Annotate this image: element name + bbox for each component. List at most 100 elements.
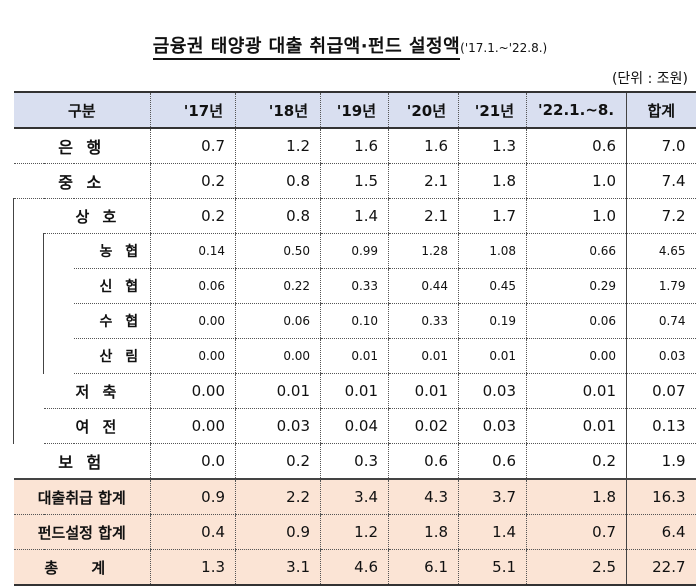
column-header: '19년 [320,91,389,129]
value-cell: 4.3 [388,478,459,515]
value-cell: 7.0 [626,128,696,164]
value-cell: 0.13 [626,408,696,444]
value-cell: 0.00 [150,338,236,374]
value-cell: 0.03 [235,408,321,444]
indent-spacer [43,268,74,304]
value-cell: 6.4 [626,514,696,550]
value-cell: 1.8 [458,163,527,199]
indent-spacer [43,338,74,374]
value-cell: 3.1 [235,549,321,586]
indent-spacer [13,303,44,339]
page-title: 금융권 태양광 대출 취급액·펀드 설정액('17.1.~'22.8.) [0,32,700,60]
indent-spacer [13,373,44,409]
value-cell: 1.3 [150,549,236,586]
table-row-credit: 여 전 0.00 0.03 0.04 0.02 0.03 0.01 0.13 [13,408,696,444]
value-cell: 0.3 [320,443,389,480]
value-cell: 1.5 [320,163,389,199]
value-cell: 2.1 [388,198,459,234]
table-row-savings: 저 축 0.00 0.01 0.01 0.01 0.03 0.01 0.07 [13,373,696,409]
value-cell: 1.8 [388,514,459,550]
value-cell: 0.22 [235,268,321,304]
table-row-nonghyup: 농 협 0.14 0.50 0.99 1.28 1.08 0.66 4.65 [13,233,696,269]
value-cell: 0.33 [388,303,459,339]
row-label: 은 행 [13,128,151,164]
value-cell: 0.01 [458,338,527,374]
value-cell: 0.6 [388,443,459,480]
column-header: '21년 [458,91,527,129]
value-cell: 7.2 [626,198,696,234]
value-cell: 0.07 [626,373,696,409]
table-row-shinhyup: 신 협 0.06 0.22 0.33 0.44 0.45 0.29 1.79 [13,268,696,304]
column-header: '20년 [388,91,459,129]
value-cell: 1.9 [626,443,696,480]
value-cell: 0.01 [320,373,389,409]
value-cell: 0.06 [235,303,321,339]
table-row-fund_total: 펀드설정 합계 0.4 0.9 1.2 1.8 1.4 0.7 6.4 [13,514,696,550]
indent-spacer [13,233,44,269]
row-label: 중 소 [13,163,151,199]
value-cell: 0.2 [235,443,321,480]
value-cell: 5.1 [458,549,527,586]
value-cell: 0.44 [388,268,459,304]
value-cell: 0.03 [458,408,527,444]
value-cell: 4.6 [320,549,389,586]
value-cell: 0.4 [150,514,236,550]
value-cell: 0.10 [320,303,389,339]
value-cell: 0.01 [526,408,627,444]
row-label: 대출취급 합계 [13,478,151,515]
indent-spacer [13,338,44,374]
value-cell: 6.1 [388,549,459,586]
value-cell: 0.06 [150,268,236,304]
value-cell: 0.9 [235,514,321,550]
value-cell: 0.7 [526,514,627,550]
value-cell: 0.2 [150,198,236,234]
value-cell: 0.14 [150,233,236,269]
row-label: 신 협 [73,268,151,304]
indent-spacer [43,303,74,339]
value-cell: 0.01 [320,338,389,374]
value-cell: 22.7 [626,549,696,586]
row-label: 보 험 [13,443,151,480]
row-label: 펀드설정 합계 [13,514,151,550]
value-cell: 0.19 [458,303,527,339]
value-cell: 0.29 [526,268,627,304]
row-label: 수 협 [73,303,151,339]
value-cell: 0.00 [526,338,627,374]
value-cell: 1.3 [458,128,527,164]
value-cell: 0.66 [526,233,627,269]
indent-spacer [43,233,74,269]
value-cell: 1.4 [320,198,389,234]
value-cell: 0.45 [458,268,527,304]
indent-spacer [13,268,44,304]
value-cell: 1.28 [388,233,459,269]
table-row-bank: 은 행 0.7 1.2 1.6 1.6 1.3 0.6 7.0 [13,128,696,164]
value-cell: 3.7 [458,478,527,515]
value-cell: 1.7 [458,198,527,234]
value-cell: 0.2 [150,163,236,199]
value-cell: 0.6 [458,443,527,480]
value-cell: 1.4 [458,514,527,550]
value-cell: 0.01 [235,373,321,409]
value-cell: 0.8 [235,198,321,234]
table-row-sanrim: 산 림 0.00 0.00 0.01 0.01 0.01 0.00 0.03 [13,338,696,374]
value-cell: 0.00 [235,338,321,374]
row-label: 저 축 [43,373,151,409]
value-cell: 16.3 [626,478,696,515]
table-row-suhyup: 수 협 0.00 0.06 0.10 0.33 0.19 0.06 0.74 [13,303,696,339]
value-cell: 0.0 [150,443,236,480]
value-cell: 4.65 [626,233,696,269]
value-cell: 0.7 [150,128,236,164]
value-cell: 0.33 [320,268,389,304]
value-cell: 0.00 [150,303,236,339]
value-cell: 0.06 [526,303,627,339]
header-category: 구분 [13,91,151,129]
value-cell: 0.02 [388,408,459,444]
value-cell: 0.03 [458,373,527,409]
value-cell: 0.8 [235,163,321,199]
column-header: '17년 [150,91,236,129]
table-row-smb: 중 소 0.2 0.8 1.5 2.1 1.8 1.0 7.4 [13,163,696,199]
indent-spacer [13,408,44,444]
row-label: 농 협 [73,233,151,269]
value-cell: 0.2 [526,443,627,480]
value-cell: 0.01 [526,373,627,409]
